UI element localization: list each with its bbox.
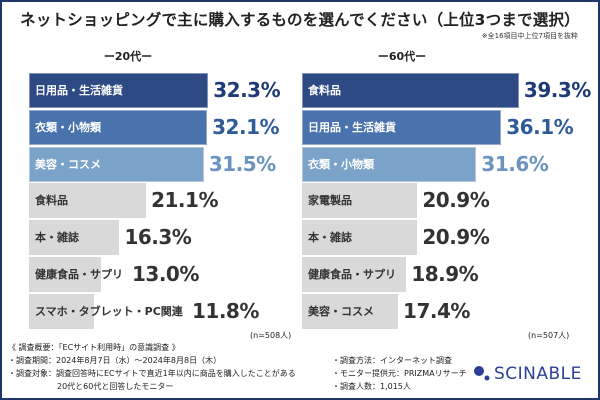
group-title-20s: ー20代ー <box>103 50 153 63</box>
bar-label: 食料品 <box>35 194 68 208</box>
bar <box>302 183 418 219</box>
bar <box>29 109 208 145</box>
bar <box>302 293 399 329</box>
bar <box>29 293 95 329</box>
value-label: 20.9% <box>422 188 490 213</box>
value-label: 31.6% <box>481 151 549 176</box>
footer-provider: ・モニター提供元：PRIZMAリサーチ <box>332 369 467 378</box>
logo-text: SCINABLE <box>494 364 582 384</box>
bar <box>302 73 519 108</box>
value-label: 36.1% <box>506 114 574 139</box>
footer-period: ・調査期間：2024年8月7日（水）～2024年8月8日（木） <box>8 356 222 365</box>
bar <box>302 146 477 182</box>
value-label: 32.3% <box>213 78 281 102</box>
n-label-20s: (n=508人) <box>250 331 292 340</box>
bar-label: 本・雑誌 <box>35 231 79 245</box>
footer-target-2: 20代と60代と回答したモニター <box>57 382 174 391</box>
bar-label: スマホ・タブレット・PC関連 <box>35 304 183 318</box>
bar <box>302 109 502 145</box>
n-label-60s: (n=507人) <box>528 331 570 340</box>
footer-count: ・調査人数：1,015人 <box>332 382 411 391</box>
bar-label: 本・雑誌 <box>308 231 352 245</box>
footer-overview: 《 調査概要：「ECサイト利用時」の意識調査 》 <box>8 343 180 352</box>
bar-label: 衣類・小物類 <box>35 120 101 134</box>
bar <box>29 257 102 292</box>
scinable-logo: SCINABLE <box>472 364 582 384</box>
note: ※全16項目中上位7項目を抜粋 <box>481 32 578 40</box>
logo-dots-icon <box>474 366 490 381</box>
bar <box>29 73 209 108</box>
value-label: 31.5% <box>208 151 276 176</box>
bar-label: 健康食品・サプリ <box>35 268 123 281</box>
chart-title: ネットショッピングで主に購入するものを選んでください（上位3つまで選択） <box>20 11 580 29</box>
bar-label: 美容・コスメ <box>308 304 374 318</box>
bar <box>29 220 120 256</box>
value-label: 21.1% <box>151 188 218 213</box>
bar-label: 日用品・生活雑貨 <box>308 120 396 134</box>
value-label: 16.3% <box>124 225 192 250</box>
value-label: 39.3% <box>523 78 591 102</box>
value-label: 11.8% <box>192 298 259 323</box>
footer-method: ・調査方法：インターネット調査 <box>332 356 452 365</box>
value-label: 18.9% <box>411 262 479 286</box>
bar-label: 日用品・生活雑貨 <box>35 84 123 97</box>
group-title-60s: ー60代ー <box>377 50 427 63</box>
bar <box>29 146 204 182</box>
value-label: 20.9% <box>422 225 490 250</box>
bar <box>29 183 147 219</box>
value-label: 17.4% <box>403 298 470 323</box>
bar <box>302 220 418 256</box>
bar-label: 美容・コスメ <box>35 157 101 171</box>
bar-label: 衣類・小物類 <box>308 157 374 171</box>
bar-label: 健康食品・サプリ <box>308 268 396 281</box>
value-label: 13.0% <box>132 262 199 286</box>
value-label: 32.1% <box>212 114 280 139</box>
bar <box>302 257 407 292</box>
bar-label: 食料品 <box>308 84 341 97</box>
bar-label: 家電製品 <box>308 194 352 208</box>
footer-target: ・調査対象：調査回答時にECサイトで直近1年以内に商品を購入したことがある <box>8 369 296 378</box>
